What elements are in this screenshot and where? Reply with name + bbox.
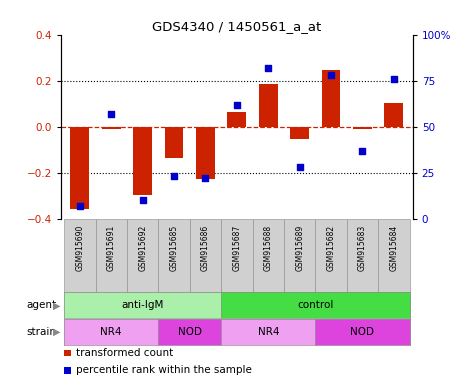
Bar [159, 219, 190, 292]
Bar [385, 103, 403, 127]
Point [233, 101, 241, 108]
Text: GSM915691: GSM915691 [107, 225, 116, 271]
Title: GDS4340 / 1450561_a_at: GDS4340 / 1450561_a_at [152, 20, 321, 33]
Text: GSM915688: GSM915688 [264, 225, 273, 271]
Bar [64, 292, 221, 318]
Text: NR4: NR4 [257, 327, 279, 337]
Bar [64, 367, 71, 374]
Bar [133, 127, 152, 195]
Bar [284, 219, 315, 292]
Bar [378, 219, 409, 292]
Bar [221, 219, 252, 292]
Text: GSM915686: GSM915686 [201, 225, 210, 271]
Point [265, 65, 272, 71]
Text: NOD: NOD [178, 327, 202, 337]
Bar [165, 127, 183, 158]
Point [327, 72, 335, 78]
Bar [70, 127, 89, 209]
Point [390, 76, 398, 82]
Point [296, 164, 303, 170]
Text: GSM915684: GSM915684 [389, 225, 398, 271]
Text: GSM915689: GSM915689 [295, 225, 304, 271]
Bar [96, 219, 127, 292]
Bar [227, 112, 246, 127]
Text: GSM915690: GSM915690 [76, 225, 84, 271]
Point [139, 197, 146, 204]
Text: strain: strain [26, 327, 56, 337]
Text: anti-IgM: anti-IgM [121, 300, 164, 310]
Bar [259, 84, 278, 127]
Bar [252, 219, 284, 292]
Text: transformed count: transformed count [76, 348, 174, 358]
Bar [196, 127, 215, 179]
Bar [64, 219, 96, 292]
Bar [315, 219, 347, 292]
Text: GSM915683: GSM915683 [358, 225, 367, 271]
Point [359, 147, 366, 154]
Bar [315, 319, 409, 345]
Point [170, 174, 178, 180]
Bar [102, 127, 121, 129]
Bar [322, 70, 340, 127]
Text: GSM915687: GSM915687 [232, 225, 242, 271]
Bar [190, 219, 221, 292]
Bar [127, 219, 159, 292]
Bar [64, 319, 159, 345]
Point [202, 175, 209, 181]
Bar [353, 127, 372, 129]
Text: NR4: NR4 [100, 327, 122, 337]
Bar [221, 319, 315, 345]
Bar [290, 127, 309, 139]
Text: ▶: ▶ [53, 300, 61, 310]
Bar [221, 292, 409, 318]
Bar [64, 350, 71, 356]
Point [107, 111, 115, 117]
Bar [159, 319, 221, 345]
Text: control: control [297, 300, 333, 310]
Text: percentile rank within the sample: percentile rank within the sample [76, 366, 252, 376]
Text: GSM915682: GSM915682 [326, 225, 335, 271]
Text: GSM915685: GSM915685 [169, 225, 179, 271]
Text: NOD: NOD [350, 327, 374, 337]
Point [76, 203, 83, 209]
Bar [347, 219, 378, 292]
Text: GSM915692: GSM915692 [138, 225, 147, 271]
Text: ▶: ▶ [53, 327, 61, 337]
Text: agent: agent [26, 300, 56, 310]
